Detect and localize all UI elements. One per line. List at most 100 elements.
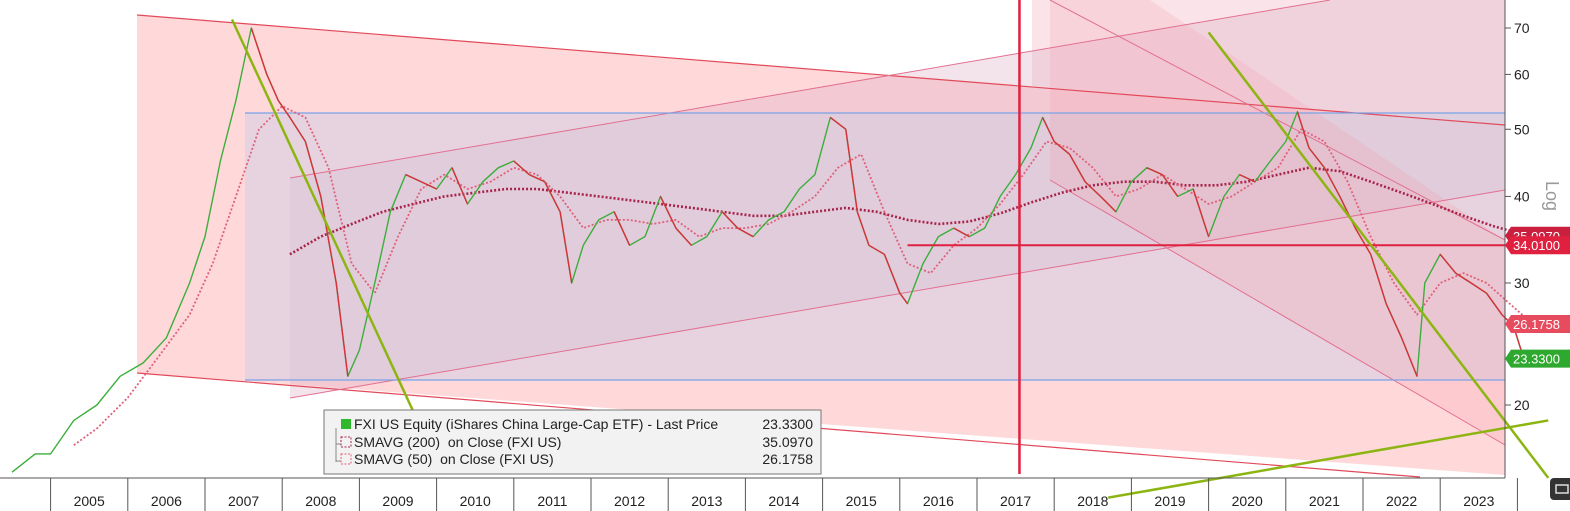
rising-channel-top <box>289 0 1331 179</box>
legend-value-sma50: 26.1758 <box>762 451 813 467</box>
trendline-2021-top <box>1207 31 1550 479</box>
x-tick-label: 2010 <box>460 493 491 509</box>
price-down-segment <box>1455 272 1472 284</box>
expand-button[interactable] <box>1550 478 1570 500</box>
sma200-series-line <box>289 166 1533 256</box>
price-down-segment <box>250 27 268 75</box>
x-tick-label: 2019 <box>1154 493 1185 509</box>
sma50-layer <box>73 105 1534 446</box>
price-tag <box>1505 349 1570 368</box>
y-tick-label: 70 <box>1514 20 1530 36</box>
price-layer <box>11 27 1534 473</box>
legend-swatch-sma50 <box>340 453 352 465</box>
y-tick-label: 50 <box>1514 121 1530 137</box>
price-tag-label: 23.3300 <box>1513 352 1560 367</box>
price-down-segment <box>1470 282 1487 294</box>
legend-swatch-price <box>341 419 351 429</box>
annotation-layer <box>230 0 1550 499</box>
price-down-segment <box>335 282 349 377</box>
x-axis: 2005 2006 2007 2008 2009 2010 2011 2012 2013 2014… <box>0 477 1518 511</box>
x-tick-label: 2013 <box>691 493 722 509</box>
price-down-segment <box>1296 111 1310 149</box>
price-down-segment <box>1308 147 1325 169</box>
price-tag <box>1505 315 1570 334</box>
price-down-segment <box>1439 253 1457 274</box>
price-down-segment <box>528 174 545 183</box>
window-icon <box>1555 484 1569 494</box>
price-down-segment <box>883 254 901 294</box>
price-down-segment <box>1100 195 1117 213</box>
x-tick-label: 2005 <box>74 493 105 509</box>
legend-box <box>323 409 822 475</box>
y-tick-label: 40 <box>1514 188 1530 204</box>
price-down-segment <box>829 116 847 130</box>
legend-swatch-sma200 <box>340 436 352 448</box>
x-tick-label: 2022 <box>1386 493 1417 509</box>
price-down-segment <box>1354 227 1372 255</box>
price-down-segment <box>1084 181 1102 197</box>
price-down-segment <box>1323 167 1341 197</box>
falling-channel-bottom <box>1049 179 1506 446</box>
x-tick-label: 2017 <box>1000 493 1031 509</box>
price-down-segment <box>1400 337 1418 377</box>
x-tick-label: 2008 <box>305 493 336 509</box>
falling-channel-top <box>1049 0 1506 241</box>
price-down-segment <box>559 211 573 284</box>
price-down-segment <box>1053 141 1071 155</box>
y-tick-label: 30 <box>1514 275 1530 291</box>
x-tick-group: 2005 2006 2007 2008 2009 2010 2011 2012 2013 2014… <box>50 478 1518 511</box>
price-down-segment <box>613 211 631 246</box>
outer-channel-top <box>136 14 1506 126</box>
x-tick-label: 2018 <box>1077 493 1108 509</box>
trendline-2007-top <box>230 18 431 446</box>
sma200-layer <box>289 166 1533 256</box>
y-tick-group: 20 30 40 50 60 70 <box>1505 20 1530 413</box>
price-down-segment <box>544 181 561 213</box>
price-down-segment <box>1239 174 1256 183</box>
price-tag-label: 26.1758 <box>1513 317 1560 332</box>
outer-down-channel <box>137 15 1505 475</box>
price-down-segment <box>953 227 970 238</box>
trendline-rising-support <box>1108 419 1549 499</box>
rising-channel <box>290 0 1505 398</box>
y-tick-label: 20 <box>1514 397 1530 413</box>
legend: FXI US Equity (iShares China Large-Cap E… <box>323 409 822 475</box>
price-down-segment <box>1485 292 1503 316</box>
price-down-segment <box>266 74 279 101</box>
corner-button[interactable] <box>1550 478 1570 500</box>
price-down-segment <box>721 211 739 229</box>
price-down-segment <box>513 160 530 176</box>
price-down-segment <box>845 129 859 212</box>
x-tick-label: 2015 <box>846 493 877 509</box>
price-down-segment <box>1192 188 1210 237</box>
x-tick-label: 2006 <box>151 493 182 509</box>
price-down-segment <box>1041 117 1055 142</box>
y-axis: 20 30 40 50 60 70 Log <box>1504 0 1562 478</box>
price-down-segment <box>405 174 422 183</box>
falling-channel <box>1050 0 1505 445</box>
price-down-segment <box>868 244 885 255</box>
x-tick-label: 2016 <box>923 493 954 509</box>
x-tick-label: 2014 <box>768 493 799 509</box>
price-down-segment <box>856 211 870 246</box>
price-down-segment <box>420 181 437 190</box>
price-down-segment <box>1146 167 1163 176</box>
price-down-segment <box>737 227 754 238</box>
sma50-series-line <box>73 105 1534 446</box>
x-tick-label: 2020 <box>1232 493 1263 509</box>
x-tick-label: 2021 <box>1309 493 1340 509</box>
price-down-segment <box>659 196 677 229</box>
price-down-segment <box>1370 254 1387 304</box>
rising-channel-bottom <box>289 189 1506 399</box>
legend-label-sma200: SMAVG (200) on Close (FXI US) <box>354 434 561 450</box>
legend-value-sma200: 35.0970 <box>762 434 813 450</box>
price-down-segment <box>277 100 291 118</box>
price-down-segment <box>675 227 692 246</box>
range-band <box>245 113 1505 380</box>
log-scale-label: Log <box>1542 181 1562 211</box>
price-down-segment <box>899 292 909 305</box>
y-tick-label: 60 <box>1514 66 1530 82</box>
x-tick-label: 2007 <box>228 493 259 509</box>
